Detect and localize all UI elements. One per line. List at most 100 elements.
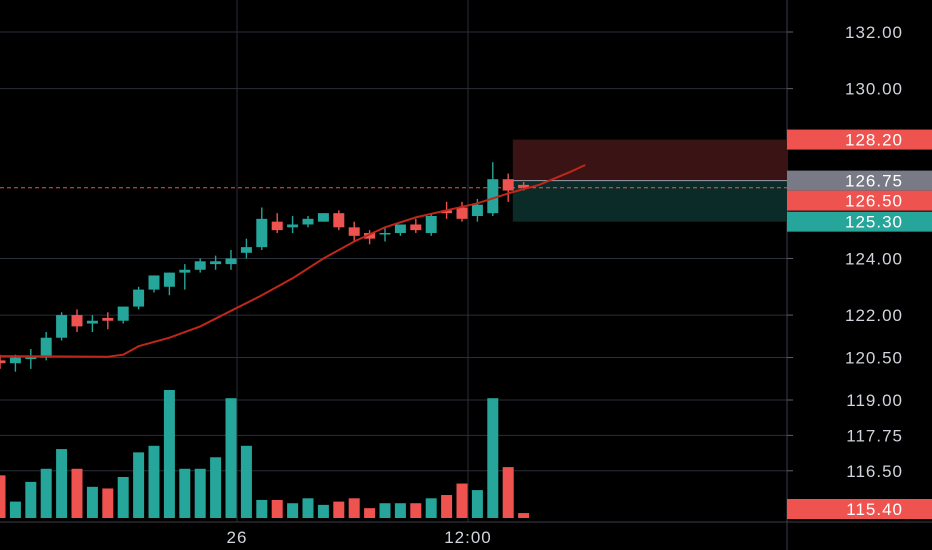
candle-body <box>287 224 299 228</box>
volume-bar <box>71 468 83 518</box>
candle-body <box>194 261 206 270</box>
volume-bar <box>487 398 499 518</box>
candle-body <box>117 306 129 321</box>
volume-bar <box>40 468 52 518</box>
candle-body <box>271 221 283 231</box>
moving-average-line <box>0 164 586 358</box>
candle-body <box>518 184 530 188</box>
volume-bar <box>348 498 360 518</box>
candle-body <box>86 320 98 324</box>
time-axis[interactable]: 26 12:00 <box>227 528 492 547</box>
candle-body <box>410 224 422 231</box>
moving-average <box>0 164 586 358</box>
candle-body <box>456 207 468 219</box>
volume-bar <box>0 475 6 518</box>
volume-bar <box>25 481 37 518</box>
volume-bar <box>518 513 530 518</box>
candle-body <box>256 218 268 248</box>
volume-bar <box>86 486 98 518</box>
candle-body <box>102 317 114 321</box>
volume-bar <box>394 503 406 518</box>
take-profit-zone <box>512 180 787 222</box>
volume-bar <box>9 501 21 518</box>
price-badge-stop <box>787 129 932 150</box>
candle-body <box>163 272 175 287</box>
price-tick-label: 116.50 <box>846 462 903 481</box>
volume-bar <box>210 457 222 518</box>
price-badge-label: 115.40 <box>846 500 903 519</box>
volume-bar <box>425 498 437 518</box>
candle-body <box>148 275 160 290</box>
candles <box>0 162 530 372</box>
stop-loss-zone <box>512 139 787 181</box>
volume-bar <box>317 504 329 518</box>
volume-bar <box>256 499 268 518</box>
price-badge-last <box>787 190 932 211</box>
volume-bar <box>240 445 252 518</box>
volume-bar <box>194 468 206 518</box>
candle-body <box>302 218 314 225</box>
price-tick-label: 130.00 <box>845 80 903 99</box>
candle-body <box>471 204 483 216</box>
price-badge-label: 126.50 <box>845 192 903 211</box>
candle-body <box>487 179 499 214</box>
candle-body <box>333 213 345 228</box>
price-badge-label: 125.30 <box>845 213 903 232</box>
volume-bar <box>117 476 129 518</box>
volume-bar <box>471 490 483 518</box>
candle-body <box>133 289 145 307</box>
candle-body <box>56 315 68 338</box>
price-tick-label: 120.50 <box>845 349 903 368</box>
volume-bar <box>102 488 114 518</box>
volume-bar <box>379 503 391 518</box>
price-badge-label: 128.20 <box>845 131 903 150</box>
volume-bar <box>302 498 314 518</box>
volume-bar <box>287 503 299 518</box>
candle-body <box>40 337 52 358</box>
candle-body <box>25 357 37 360</box>
candle-body <box>179 269 191 273</box>
volume-bar <box>148 445 160 518</box>
price-tick-label: 122.00 <box>845 306 903 325</box>
candle-body <box>240 247 252 253</box>
volume-bar <box>225 398 237 518</box>
candle-body <box>425 216 437 233</box>
candle-body <box>9 357 21 364</box>
candle-body <box>317 213 329 222</box>
volume-bar <box>179 468 191 518</box>
candle-body <box>71 315 83 327</box>
volume-bar <box>456 483 468 518</box>
volume-bar <box>271 499 283 518</box>
volume-bar <box>410 503 422 518</box>
candle-body <box>0 360 6 364</box>
time-tick-label: 12:00 <box>444 528 492 547</box>
volume-bars <box>0 390 530 518</box>
price-badge-volume <box>787 499 932 519</box>
candle-body <box>210 261 222 265</box>
time-tick-label: 26 <box>227 528 248 547</box>
price-badge-target <box>787 211 932 232</box>
price-badge-current <box>787 170 932 191</box>
volume-bar <box>163 390 175 518</box>
volume-bar <box>364 508 376 518</box>
price-badge-label: 126.75 <box>845 172 903 191</box>
volume-bar <box>441 495 453 518</box>
volume-bar <box>133 452 145 518</box>
candle-body <box>502 179 514 191</box>
volume-bar <box>333 501 345 518</box>
candle-body <box>441 210 453 214</box>
candle-body <box>225 258 237 265</box>
price-tick-label: 124.00 <box>845 249 903 268</box>
candle-body <box>348 227 360 236</box>
volume-bar <box>502 467 514 518</box>
volume-bar <box>56 449 68 518</box>
position-zones <box>0 139 787 222</box>
candle-body <box>379 232 391 235</box>
price-tick-label: 119.00 <box>846 391 903 410</box>
price-tick-label: 132.00 <box>845 23 903 42</box>
candle-body <box>364 232 376 239</box>
price-axis[interactable]: 132.00 130.00 124.00 122.00 120.50 119.00 117.… <box>787 23 903 481</box>
